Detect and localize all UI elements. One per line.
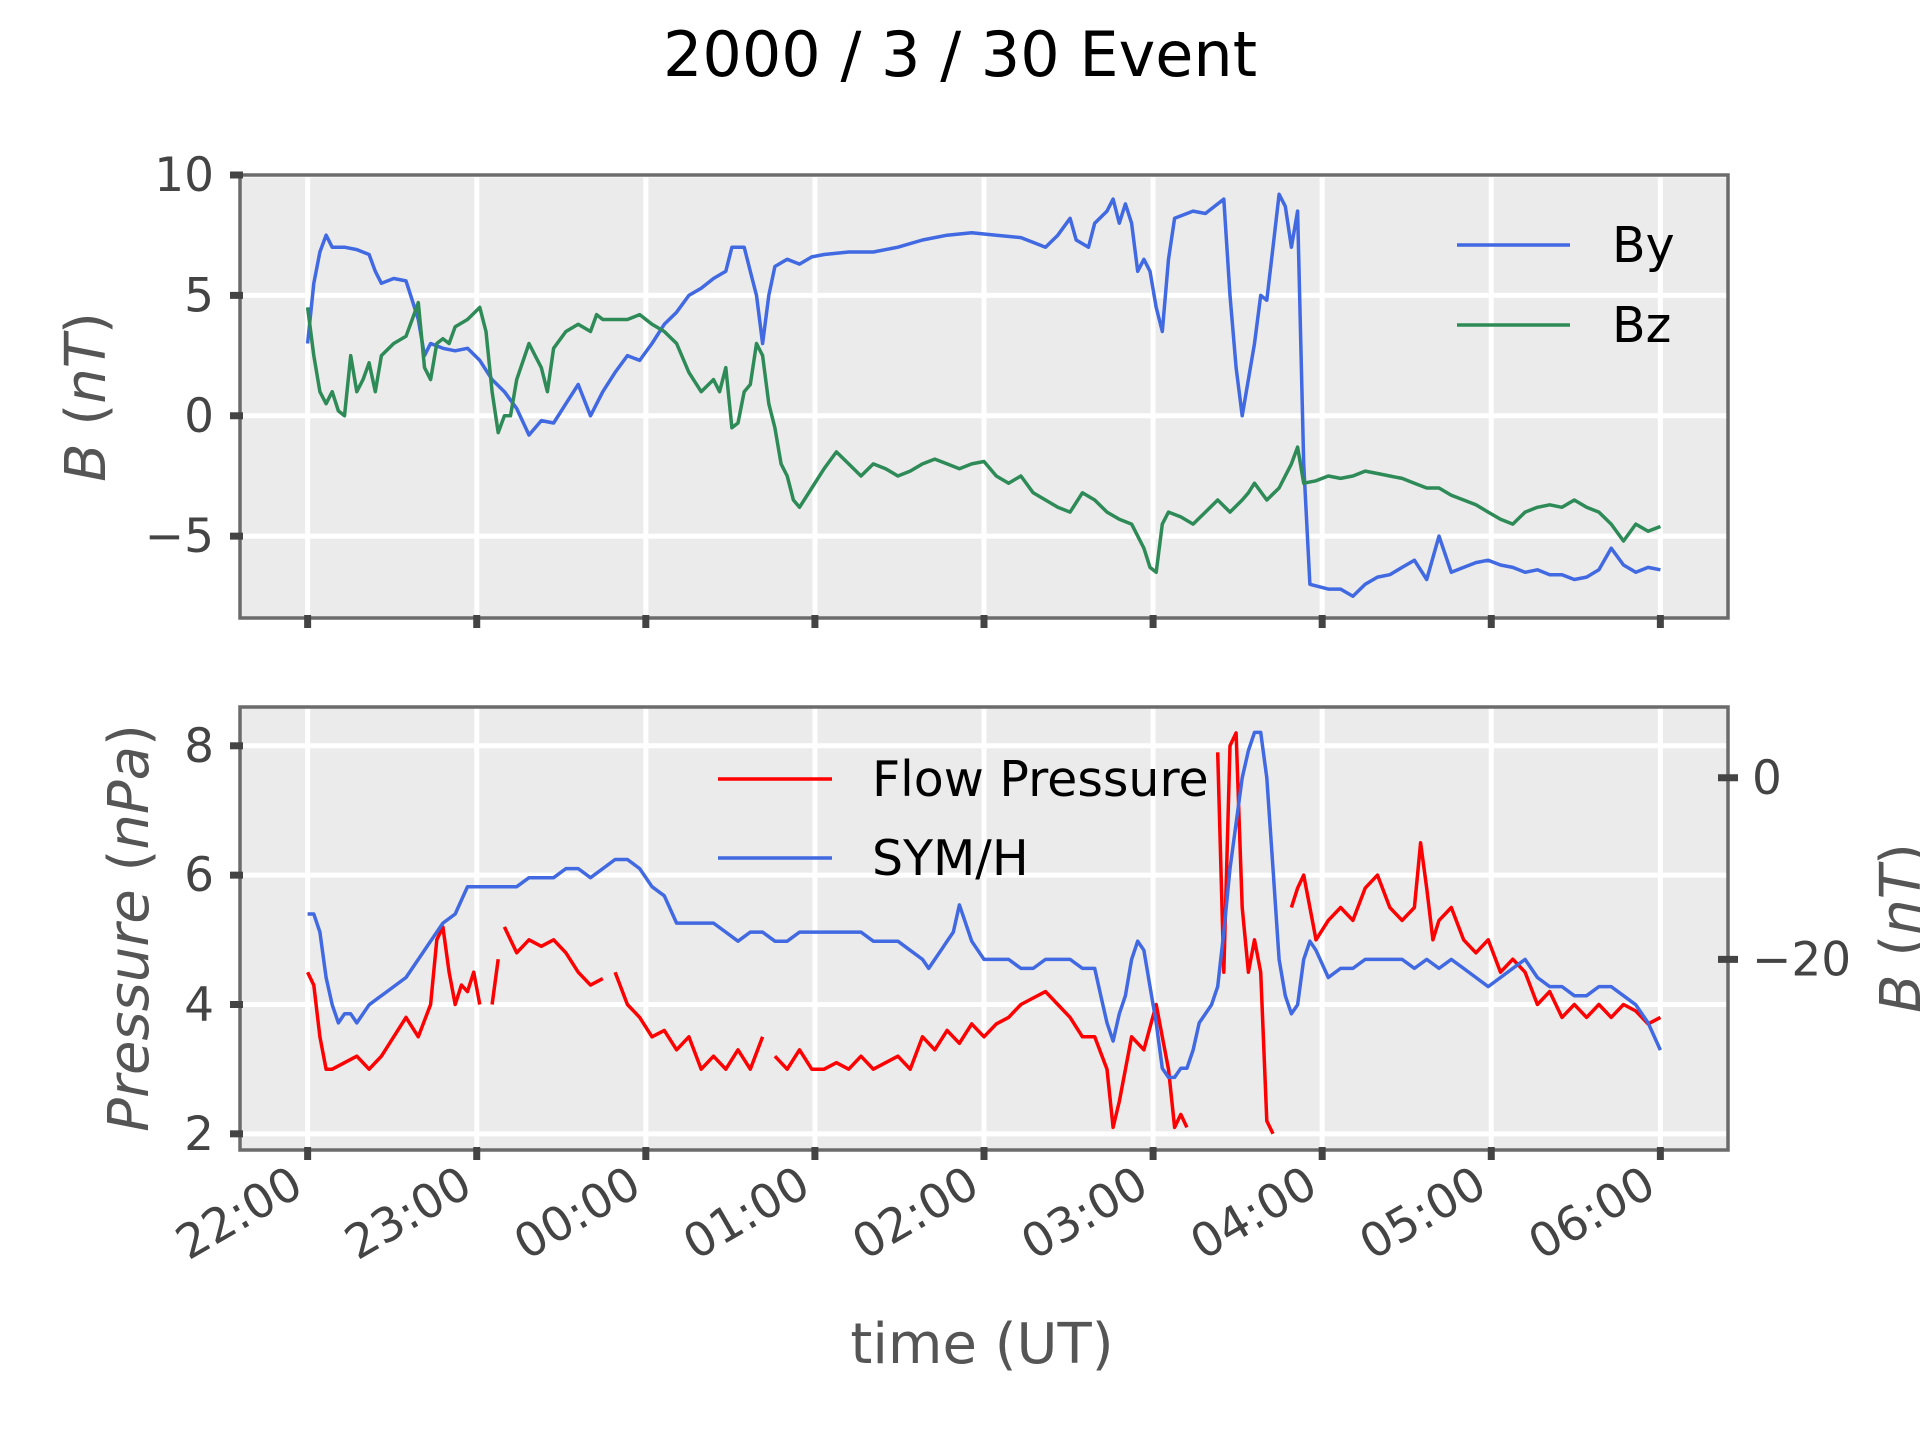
series-top (305, 192, 1662, 599)
ylabel-bottom-unit: nPa (97, 746, 162, 850)
ticks-top: 10 5 0 −5 (145, 148, 1664, 628)
legend-bottom: Flow Pressure SYM/H (718, 751, 1209, 887)
ylabel-top-symbol: B (54, 426, 119, 482)
series-line-flow-pressure (1289, 841, 1662, 1026)
xtick-label: 03:00 (1012, 1156, 1157, 1271)
ytick-label: 6 (184, 848, 214, 903)
legend-top: By Bz (1457, 217, 1675, 354)
ylabel-right-unit: nT (1869, 861, 1920, 934)
xtick-label: 02:00 (843, 1156, 988, 1271)
series-bottom (306, 730, 1662, 1135)
series-line-flow-pressure (773, 989, 1189, 1130)
legend-symh-label: SYM/H (872, 830, 1029, 887)
ytick-right-label: −20 (1752, 932, 1851, 987)
ylabel-bottom: Pressure (nPa) (97, 724, 162, 1132)
ytick-label: 4 (184, 977, 214, 1032)
ytick-label: −5 (145, 509, 214, 564)
ytick-label: 2 (184, 1107, 214, 1162)
xtick-label: 00:00 (505, 1156, 650, 1271)
legend-flow-pressure-label: Flow Pressure (872, 751, 1209, 808)
ylabel-right-close: ) (1869, 843, 1920, 865)
legend-bz-label: Bz (1612, 297, 1671, 354)
xtick-label: 05:00 (1350, 1156, 1495, 1271)
ylabel-top-unit: nT (54, 330, 119, 403)
xtick-label: 04:00 (1181, 1156, 1326, 1271)
xtick-label: 01:00 (674, 1156, 819, 1271)
grid-bottom (240, 707, 1728, 1150)
xtick-label: 22:00 (167, 1156, 312, 1271)
xtick-label: 23:00 (336, 1156, 481, 1271)
series-line-flow-pressure (490, 958, 500, 1005)
panel-magnetic-field: 10 5 0 −5 B (nT) By Bz (54, 148, 1730, 628)
ytick-label: 0 (184, 389, 214, 444)
series-line-flow-pressure (613, 971, 765, 1071)
series-line-flow-pressure (306, 925, 482, 1071)
ylabel-bottom-close: ) (97, 724, 162, 746)
xlabel: time (UT) (850, 1312, 1113, 1377)
series-line-sym-h (307, 730, 1662, 1080)
series-line-bz (305, 300, 1662, 575)
legend-by-label: By (1612, 217, 1675, 274)
figure-title: 2000 / 3 / 30 Event (663, 18, 1257, 91)
ylabel-top-close: ) (54, 312, 119, 334)
ylabel-bottom-open: ( (97, 850, 162, 872)
ytick-label: 5 (184, 268, 214, 323)
series-line-flow-pressure (1215, 731, 1275, 1135)
ylabel-right-symbol: B (1869, 957, 1920, 1013)
ylabel-top: B (nT) (54, 312, 119, 482)
ytick-label: 8 (184, 719, 214, 774)
ytick-right-label: 0 (1752, 751, 1782, 806)
ytick-label: 10 (154, 148, 214, 203)
series-line-by (305, 192, 1661, 599)
ylabel-bottom-quantity: Pressure (97, 871, 162, 1131)
ylabel-right-open: ( (1869, 935, 1920, 957)
series-line-flow-pressure (502, 926, 604, 987)
ylabel-right: B (nT) (1869, 843, 1920, 1013)
ylabel-top-open: ( (54, 404, 119, 426)
xtick-label: 06:00 (1520, 1156, 1665, 1271)
